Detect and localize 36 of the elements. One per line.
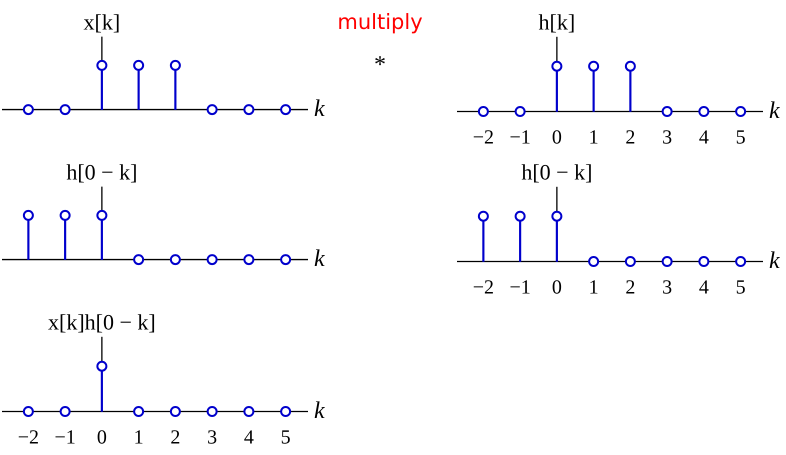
x-tick-label: 2 (625, 126, 636, 148)
x-axis-title: k (314, 398, 325, 424)
x-axis-title: k (314, 246, 325, 272)
x-tick-label: −2 (472, 126, 494, 148)
x-tick-label: 2 (625, 276, 636, 298)
x-tick-label: 3 (662, 276, 672, 298)
x-tick-label: −1 (54, 426, 76, 448)
chart-title: x[k]h[0 − k] (48, 310, 156, 335)
x-tick-label: 4 (698, 276, 709, 298)
x-tick-label: 1 (588, 126, 599, 148)
x-tick-label: 0 (552, 126, 562, 148)
x-axis-title: k (769, 98, 780, 124)
x-axis-title: k (314, 96, 325, 122)
x-tick-label: 1 (588, 276, 599, 298)
x-axis-title: k (769, 248, 780, 274)
x-tick-label: −1 (509, 276, 531, 298)
text: * (373, 52, 387, 79)
x-tick-label: −2 (18, 426, 40, 448)
chart-title: h[k] (538, 10, 576, 35)
x-tick-label: 5 (736, 276, 746, 298)
x-tick-label: 4 (698, 126, 709, 148)
x-tick-label: 2 (170, 426, 180, 448)
x-tick-label: 3 (207, 426, 218, 448)
x-tick-label: 3 (662, 126, 672, 148)
chart-title: h[0 − k] (521, 160, 592, 185)
chart-title: x[k] (84, 9, 120, 34)
x-tick-label: 5 (280, 426, 291, 448)
x-tick-label: −1 (509, 126, 531, 148)
x-tick-label: −2 (472, 276, 494, 298)
x-tick-label: 1 (134, 426, 144, 448)
x-tick-label: 4 (244, 426, 254, 448)
chart-title: h[0 − k] (66, 159, 138, 184)
x-tick-label: 0 (96, 426, 107, 448)
x-tick-label: 0 (552, 276, 562, 298)
x-tick-label: 5 (736, 126, 746, 148)
text: multiply (336, 10, 424, 34)
